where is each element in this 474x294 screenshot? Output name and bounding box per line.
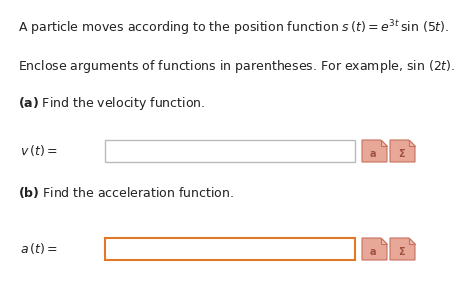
Text: a: a [370,247,376,257]
Text: a: a [370,149,376,159]
Text: Enclose arguments of functions in parentheses. For example, $\sin\,(2t)$.: Enclose arguments of functions in parent… [18,58,456,75]
Text: $a\,(t) =$: $a\,(t) =$ [20,241,58,256]
Polygon shape [362,238,387,260]
Text: $\mathbf{(a)}$ Find the velocity function.: $\mathbf{(a)}$ Find the velocity functio… [18,95,205,112]
Polygon shape [381,238,387,244]
Polygon shape [409,238,415,244]
Polygon shape [409,140,415,146]
Text: A particle moves according to the position function $s\,(t) = e^{3t}\,\sin\,(5t): A particle moves according to the positi… [18,18,449,38]
Polygon shape [390,238,415,260]
Text: Σ: Σ [398,149,405,159]
FancyBboxPatch shape [105,140,355,162]
Polygon shape [362,140,387,162]
Polygon shape [381,140,387,146]
Text: $v\,(t) =$: $v\,(t) =$ [20,143,58,158]
FancyBboxPatch shape [105,238,355,260]
Polygon shape [390,140,415,162]
Text: $\mathbf{(b)}$ Find the acceleration function.: $\mathbf{(b)}$ Find the acceleration fun… [18,185,234,200]
Text: Σ: Σ [398,247,405,257]
